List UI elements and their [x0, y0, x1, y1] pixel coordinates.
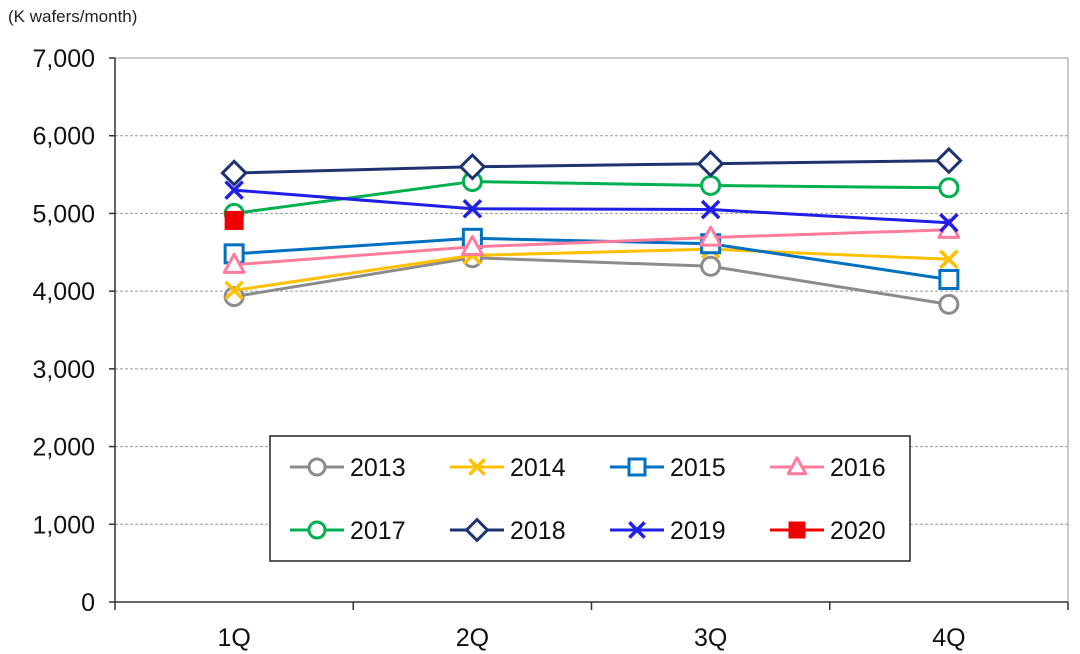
series-layer	[220, 146, 963, 315]
legend-marker	[307, 520, 327, 540]
data-point-2018	[458, 152, 487, 181]
legend-marker	[627, 457, 647, 477]
series-line-2014	[233, 247, 949, 292]
data-point-2020	[224, 210, 244, 230]
series-2020	[224, 210, 244, 230]
series-line-2018	[234, 159, 949, 175]
legend-item-2020: 2020	[770, 517, 886, 545]
y-tick-label: 3,000	[32, 356, 95, 384]
data-point-2019	[939, 212, 959, 233]
data-point-2013	[700, 255, 722, 277]
series-2014	[224, 239, 959, 301]
series-2016	[222, 217, 961, 274]
legend: 2013 2014 2015 2016 2017 2018 2019 2020	[269, 435, 911, 562]
legend-item-2017: 2017	[290, 517, 406, 545]
legend-marker	[628, 521, 646, 539]
data-point-2017	[700, 174, 722, 196]
legend-item-2019: 2019	[610, 517, 726, 545]
data-point-2016	[222, 252, 246, 274]
legend-label: 2015	[670, 454, 726, 482]
legend-marker	[307, 457, 327, 477]
x-tick-label: 4Q	[932, 624, 965, 652]
data-point-2013	[223, 286, 245, 308]
legend-label: 2014	[510, 454, 566, 482]
y-tick-label: 4,000	[32, 278, 95, 306]
y-tick-label: 0	[81, 589, 95, 617]
legend-marker	[788, 521, 806, 539]
x-tick-label: 1Q	[217, 624, 250, 652]
data-point-2016	[699, 225, 723, 247]
data-point-2018	[935, 146, 963, 175]
legend-label: 2019	[670, 517, 726, 545]
legend-item-2016: 2016	[770, 454, 886, 482]
legend-label: 2018	[510, 517, 566, 545]
y-axis: 0 1,000 2,000 3,000 4,000 5,000 6,000 7,000	[32, 45, 115, 617]
y-tick-label: 6,000	[32, 123, 95, 151]
data-point-2018	[220, 159, 248, 187]
legend-label: 2020	[830, 517, 886, 545]
legend-label: 2013	[350, 454, 406, 482]
legend-box	[269, 435, 911, 562]
legend-item-2018: 2018	[450, 517, 566, 545]
legend-marker	[786, 456, 808, 476]
series-2018	[220, 146, 963, 187]
data-point-2019	[462, 198, 483, 219]
data-point-2014	[939, 249, 959, 270]
legend-item-2014: 2014	[450, 454, 566, 482]
series-line-2017	[233, 180, 949, 215]
y-tick-label: 7,000	[32, 45, 95, 73]
data-point-2014	[224, 280, 244, 301]
x-axis: 1Q 2Q 3Q 4Q	[114, 602, 1069, 652]
series-line-2016	[234, 228, 949, 267]
series-2019	[224, 180, 959, 233]
series-line-2019	[234, 188, 949, 225]
data-point-2013	[938, 293, 960, 315]
legend-marker	[468, 458, 486, 476]
data-point-2015	[938, 268, 960, 290]
legend-marker	[464, 517, 490, 543]
y-axis-unit-label: (K wafers/month)	[8, 7, 137, 26]
x-tick-label: 3Q	[694, 624, 727, 652]
legend-label: 2017	[350, 517, 406, 545]
data-point-2019	[224, 180, 244, 200]
y-tick-label: 5,000	[32, 200, 95, 228]
legend-item-2013: 2013	[290, 454, 406, 482]
y-tick-label: 2,000	[32, 434, 95, 462]
legend-item-2015: 2015	[610, 454, 726, 482]
x-tick-label: 2Q	[456, 624, 489, 652]
data-point-2018	[696, 149, 725, 178]
legend-label: 2016	[830, 454, 886, 482]
data-point-2016	[460, 234, 484, 256]
series-line-2013	[233, 256, 950, 306]
data-point-2017	[938, 177, 960, 199]
y-tick-label: 1,000	[32, 511, 95, 539]
data-point-2019	[700, 199, 721, 220]
